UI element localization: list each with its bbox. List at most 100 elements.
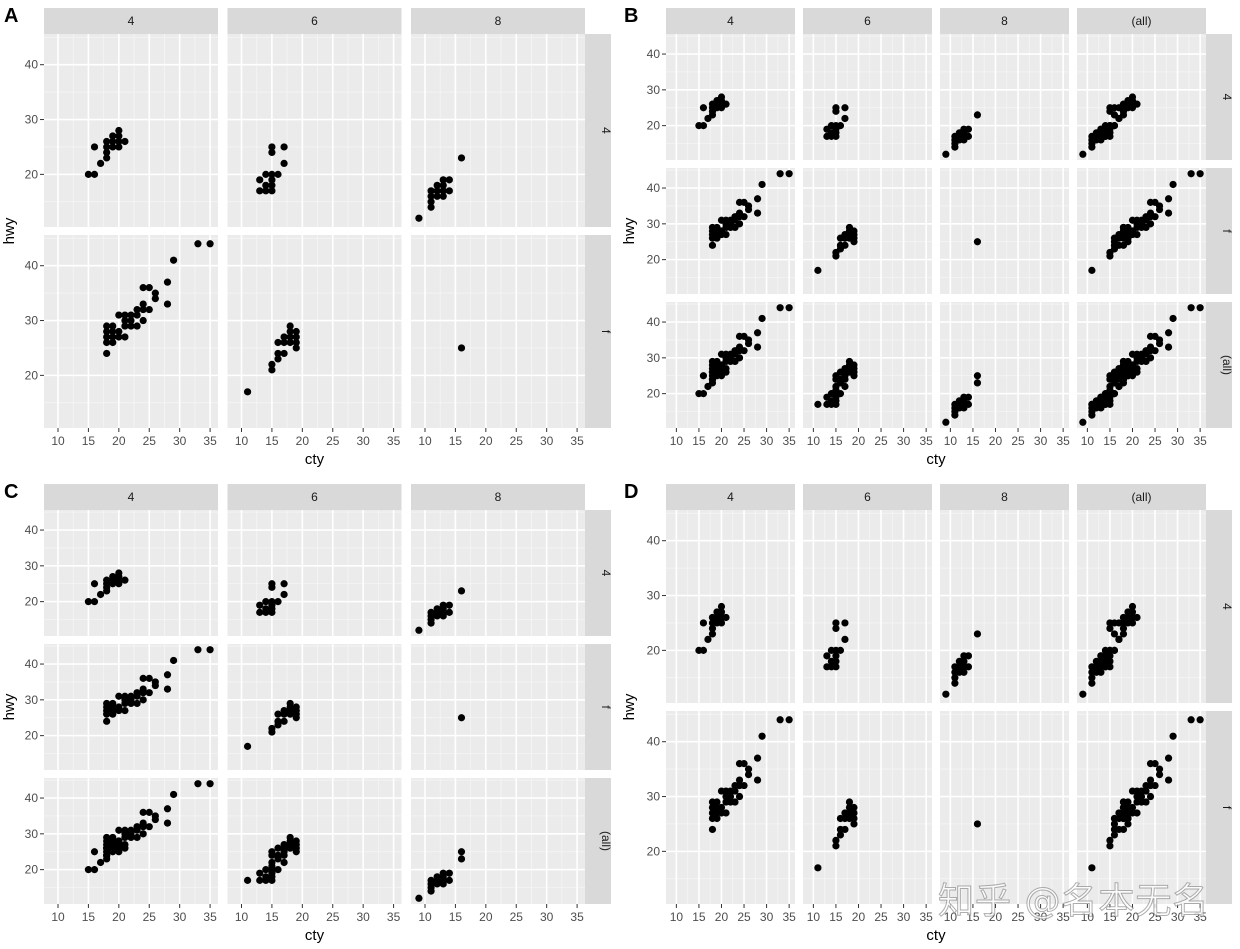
data-point <box>1133 230 1141 239</box>
x-tick-label: 15 <box>265 910 279 924</box>
x-tick-label: 30 <box>897 910 911 924</box>
data-point <box>194 646 202 654</box>
data-point <box>84 598 93 606</box>
data-point <box>286 833 294 842</box>
data-point <box>1101 400 1110 408</box>
data-point <box>740 781 748 790</box>
data-point <box>973 238 982 246</box>
col-strip-6: 6 <box>803 484 932 510</box>
data-point <box>139 674 147 682</box>
data-point <box>704 635 712 643</box>
svg-text:4: 4 <box>599 570 613 577</box>
x-tick-label: 30 <box>540 434 554 448</box>
data-point <box>753 329 762 337</box>
data-point <box>850 227 858 235</box>
data-point <box>1115 825 1123 834</box>
data-point <box>286 338 294 347</box>
y-tick-label: 20 <box>647 387 661 401</box>
data-point <box>121 826 129 834</box>
data-point <box>274 170 282 178</box>
x-tick-label: 35 <box>387 910 401 924</box>
data-point <box>1133 809 1141 817</box>
x-tick-label: 35 <box>387 434 401 448</box>
y-tick-label: 20 <box>25 595 39 609</box>
x-tick-label: 25 <box>510 434 524 448</box>
data-point <box>256 876 264 884</box>
data-point <box>457 714 466 722</box>
data-point <box>722 230 730 239</box>
data-point <box>1110 111 1119 119</box>
data-point <box>109 699 117 708</box>
data-point <box>717 608 726 616</box>
col-strip-4: 4 <box>666 8 795 34</box>
data-point <box>1187 716 1195 724</box>
data-point <box>90 580 99 588</box>
x-tick-label: 15 <box>966 434 980 448</box>
facet-panel <box>411 644 585 770</box>
row-strip-4: 4 <box>585 510 613 636</box>
data-point <box>280 858 288 867</box>
data-point <box>1124 814 1132 823</box>
y-tick-label: 20 <box>647 253 661 267</box>
data-point <box>103 851 111 859</box>
facet-panel <box>940 711 1069 904</box>
data-point <box>731 787 739 795</box>
data-point <box>280 717 288 725</box>
data-point <box>445 869 453 877</box>
data-point <box>717 803 726 812</box>
data-point <box>1115 619 1123 627</box>
x-tick-label: 10 <box>670 910 684 924</box>
facet-panel <box>227 778 402 904</box>
x-tick-label: 15 <box>692 910 706 924</box>
data-point <box>1124 361 1132 369</box>
x-tick-label: 15 <box>1103 910 1117 924</box>
svg-text:6: 6 <box>311 14 318 28</box>
data-point <box>960 657 968 665</box>
x-tick-label: 20 <box>1126 434 1140 448</box>
x-tick-label: 20 <box>296 434 310 448</box>
x-tick-label: 20 <box>112 910 126 924</box>
data-point <box>713 814 721 823</box>
facet-panel <box>940 168 1069 294</box>
y-axis-title: hwy <box>621 693 638 720</box>
data-point <box>268 580 276 588</box>
data-point <box>1106 619 1114 627</box>
data-point <box>850 361 858 369</box>
col-strip-6: 6 <box>227 8 402 34</box>
data-point <box>1155 336 1164 344</box>
facet-panel <box>227 34 402 227</box>
y-tick-label: 30 <box>25 693 39 707</box>
data-point <box>964 652 973 660</box>
data-point <box>427 203 435 211</box>
y-tick-label: 30 <box>647 589 661 603</box>
data-point <box>280 580 288 588</box>
data-point <box>1110 630 1119 638</box>
svg-text:(all): (all) <box>599 831 613 851</box>
data-point <box>457 344 466 352</box>
x-tick-label: 30 <box>1034 434 1048 448</box>
facet-panel <box>666 510 795 703</box>
data-point <box>439 181 447 189</box>
data-point <box>163 278 172 286</box>
panel-label-a: A <box>4 5 19 27</box>
data-point <box>151 678 159 686</box>
y-tick-label: 30 <box>647 790 661 804</box>
data-point <box>103 833 111 842</box>
data-point <box>785 304 793 312</box>
data-point <box>758 732 766 740</box>
data-point <box>1187 170 1195 178</box>
data-point <box>699 619 708 627</box>
facet-panel <box>227 510 402 636</box>
data-point <box>1164 776 1173 784</box>
data-point <box>90 848 99 856</box>
x-tick-label: 25 <box>1148 910 1162 924</box>
data-point <box>457 587 466 595</box>
data-point <box>708 825 717 834</box>
data-point <box>127 322 135 330</box>
data-point <box>1097 668 1105 676</box>
x-tick-label: 20 <box>715 434 729 448</box>
x-axis-title: cty <box>305 927 325 944</box>
data-point <box>206 780 214 788</box>
facet-panel <box>44 644 218 770</box>
svg-text:8: 8 <box>495 490 502 504</box>
